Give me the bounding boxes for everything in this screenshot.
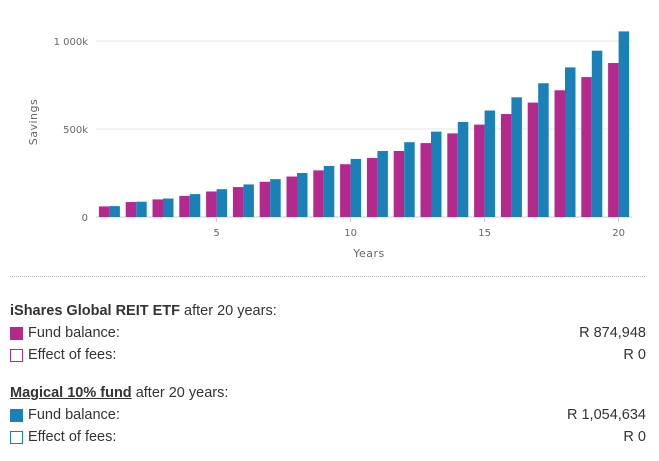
fund-b-balance-label: Fund balance: bbox=[28, 407, 120, 423]
y-tick-label: 500k bbox=[63, 125, 88, 136]
fund-a-fees-label: Effect of fees: bbox=[28, 347, 117, 363]
bar-fund-a-year-17 bbox=[527, 102, 539, 217]
fund-a-balance-value: R 874,948 bbox=[579, 325, 646, 341]
fund-b-balance-swatch bbox=[10, 408, 23, 422]
bar-fund-a-year-15 bbox=[474, 124, 485, 217]
fund-a-balance-row: Fund balance: R 874,948 bbox=[10, 322, 646, 344]
bar-fund-a-year-12 bbox=[393, 151, 405, 217]
bar-fund-a-year-20 bbox=[608, 63, 619, 217]
fund-b-balance-row: Fund balance: R 1,054,634 bbox=[10, 404, 646, 426]
bar-fund-b-year-12 bbox=[404, 142, 415, 217]
y-axis-title: Savings bbox=[27, 99, 40, 145]
bar-fund-a-year-2 bbox=[125, 202, 137, 217]
x-axis-ticks: 5 10 15 20 bbox=[213, 217, 625, 239]
fund-b-fees-swatch bbox=[10, 430, 23, 444]
bar-fund-a-year-1 bbox=[98, 206, 110, 217]
bar-fund-b-year-18 bbox=[565, 67, 576, 218]
bar-fund-b-year-9 bbox=[323, 165, 335, 217]
bar-fund-a-year-19 bbox=[581, 77, 592, 217]
bar-fund-a-year-7 bbox=[259, 181, 271, 217]
bar-fund-b-year-8 bbox=[297, 173, 308, 217]
x-tick-label: 5 bbox=[213, 228, 219, 239]
fund-a-fees-row: Effect of fees: R 0 bbox=[10, 344, 646, 366]
bar-fund-b-year-16 bbox=[511, 97, 522, 217]
bar-fund-a-year-4 bbox=[179, 195, 190, 217]
bar-fund-a-year-10 bbox=[340, 164, 351, 217]
bar-fund-a-year-18 bbox=[554, 90, 565, 217]
bar-fund-b-year-1 bbox=[109, 206, 120, 217]
bar-fund-a-year-11 bbox=[366, 158, 378, 217]
bar-fund-b-year-6 bbox=[243, 184, 254, 217]
fund-b-balance-value: R 1,054,634 bbox=[566, 407, 646, 423]
bar-fund-a-year-5 bbox=[206, 191, 217, 217]
bar-fund-b-year-4 bbox=[189, 194, 201, 217]
bar-fund-b-year-14 bbox=[457, 121, 469, 217]
bar-fund-a-year-13 bbox=[420, 143, 431, 217]
fund-b-title: Magical 10% fund after 20 years: bbox=[10, 382, 646, 404]
bar-fund-b-year-17 bbox=[538, 83, 549, 218]
x-tick-label: 10 bbox=[344, 228, 357, 239]
fund-b-name-link[interactable]: Magical 10% fund bbox=[10, 385, 132, 401]
bar-fund-b-year-10 bbox=[350, 158, 362, 217]
fund-b-suffix: after 20 years: bbox=[131, 385, 229, 401]
y-tick-label: 1 000k bbox=[54, 37, 89, 48]
x-tick-label: 15 bbox=[478, 228, 491, 239]
bar-fund-a-year-6 bbox=[232, 187, 244, 217]
x-axis-title: Years bbox=[352, 247, 385, 260]
fund-a-balance-swatch bbox=[10, 326, 23, 340]
bar-fund-b-year-19 bbox=[591, 50, 603, 218]
fund-b-fees-value: R 0 bbox=[623, 429, 646, 445]
bar-fund-b-year-15 bbox=[484, 110, 496, 217]
bar-fund-a-year-16 bbox=[500, 114, 512, 217]
fund-a-balance-label: Fund balance: bbox=[28, 325, 120, 341]
fund-a-title: iShares Global REIT ETF after 20 years: bbox=[10, 300, 646, 322]
bar-fund-b-year-13 bbox=[431, 131, 442, 217]
bar-fund-a-year-9 bbox=[313, 170, 324, 217]
bar-fund-a-year-3 bbox=[152, 199, 163, 217]
fund-a-name: iShares Global REIT ETF bbox=[10, 303, 181, 319]
bar-fund-b-year-7 bbox=[270, 179, 281, 217]
x-tick-label: 20 bbox=[612, 228, 625, 239]
savings-bar-chart: 0 500k 1 000k 5 10 15 20 Years Savings bbox=[27, 31, 632, 260]
gridlines bbox=[96, 40, 632, 218]
bar-fund-a-year-8 bbox=[286, 176, 297, 217]
bar-fund-b-year-5 bbox=[216, 189, 228, 217]
fund-b-fees-label: Effect of fees: bbox=[28, 429, 117, 445]
y-axis-ticks: 0 500k 1 000k bbox=[54, 37, 89, 224]
fund-a-suffix: after 20 years: bbox=[180, 303, 277, 319]
bar-fund-b-year-20 bbox=[618, 31, 630, 218]
fund-a-summary: iShares Global REIT ETF after 20 years: … bbox=[10, 300, 646, 366]
bar-fund-b-year-11 bbox=[377, 151, 388, 217]
y-tick-label: 0 bbox=[82, 213, 88, 224]
divider bbox=[10, 276, 645, 277]
fund-a-fees-swatch bbox=[10, 348, 23, 362]
bars bbox=[98, 31, 630, 218]
bar-fund-b-year-2 bbox=[136, 201, 147, 217]
bar-fund-b-year-3 bbox=[163, 198, 174, 217]
fund-a-fees-value: R 0 bbox=[623, 347, 646, 363]
fund-b-fees-row: Effect of fees: R 0 bbox=[10, 426, 646, 448]
fund-b-summary: Magical 10% fund after 20 years: Fund ba… bbox=[10, 382, 646, 448]
bar-fund-a-year-14 bbox=[447, 133, 458, 217]
